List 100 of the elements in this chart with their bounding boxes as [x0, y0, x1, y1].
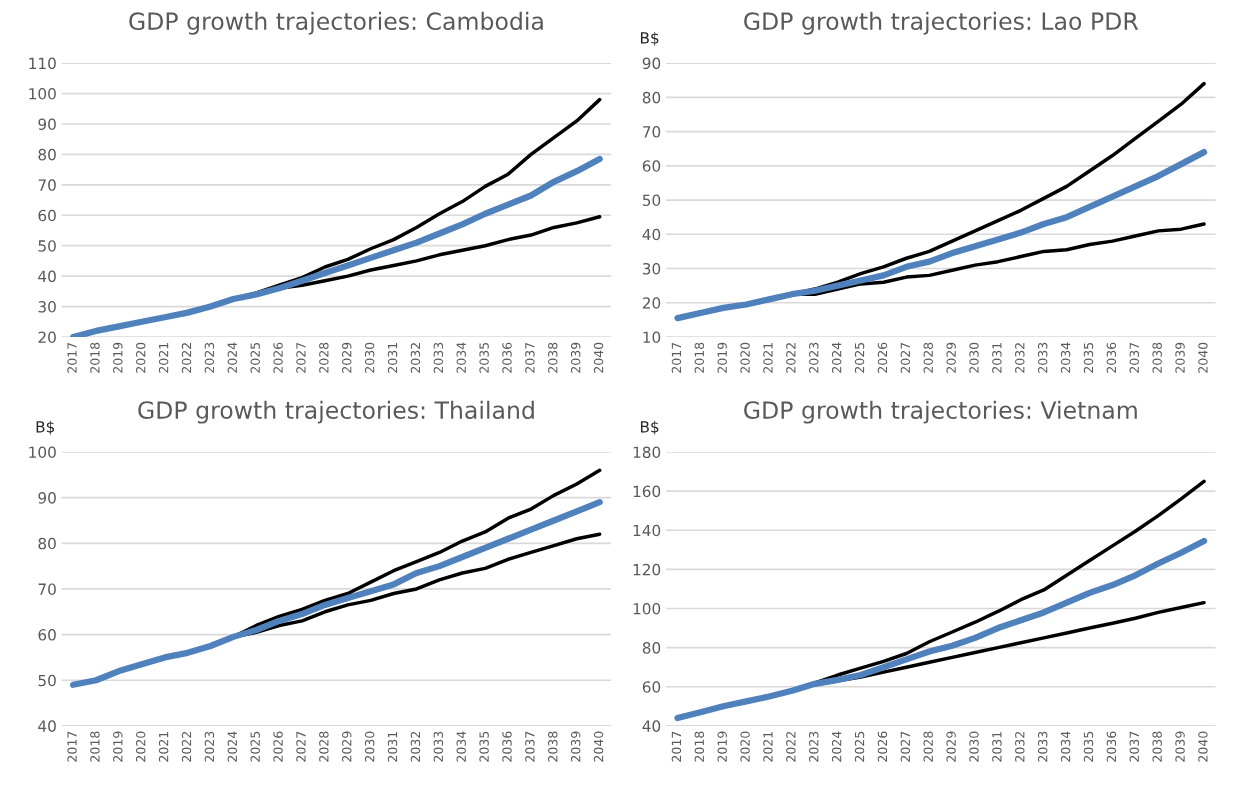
x-tick-label: 2017 [67, 731, 77, 762]
y-tick-label: 40 [642, 720, 661, 732]
x-tick-label: 2031 [387, 731, 398, 762]
y-tick-label: 20 [38, 331, 56, 344]
x-tick-label: 2025 [854, 731, 865, 762]
x-tick-label: 2017 [671, 342, 682, 373]
x-tick-label: 2023 [204, 731, 215, 762]
x-tick-label: 2038 [548, 342, 558, 373]
y-tick-label: 50 [38, 240, 56, 252]
y-tick-label: 110 [29, 57, 56, 70]
x-tick-label: 2030 [364, 731, 375, 762]
chart-title: GDP growth trajectories: Vietnam [744, 400, 1137, 424]
x-tick-label: 2026 [877, 342, 888, 373]
y-tick-label: 100 [633, 602, 661, 615]
x-tick-label: 2025 [250, 342, 260, 373]
x-tick-label: 2024 [227, 342, 238, 373]
x-tick-label: 2026 [877, 731, 888, 762]
x-tick-label: 2032 [410, 731, 421, 762]
x-tick-label: 2030 [364, 342, 375, 373]
x-tick-label: 2034 [456, 731, 466, 762]
x-tick-label: 2035 [479, 342, 489, 373]
x-tick-label: 2022 [786, 731, 796, 762]
x-tick-label: 2036 [1106, 342, 1117, 373]
x-tick-label: 2032 [1015, 731, 1025, 762]
x-tick-label: 2030 [969, 731, 979, 762]
y-tick-label: 30 [642, 262, 661, 275]
x-tick-label: 2029 [342, 731, 352, 762]
x-tick-label: 2020 [136, 342, 146, 373]
x-tick-label: 2025 [854, 342, 865, 373]
y-axis-title: B$ [36, 420, 55, 435]
x-tick-label: 2040 [593, 342, 604, 373]
x-tick-label: 2025 [250, 731, 260, 762]
x-tick-label: 2037 [1129, 731, 1139, 762]
x-tick-label: 2037 [1129, 342, 1139, 373]
x-tick-label: 2029 [946, 731, 956, 762]
x-tick-label: 2038 [1152, 342, 1162, 373]
y-tick-label: 80 [38, 537, 56, 550]
x-tick-label: 2020 [740, 342, 750, 373]
x-tick-label: 2026 [273, 731, 283, 762]
x-tick-label: 2021 [763, 343, 773, 373]
x-tick-label: 2018 [694, 731, 705, 762]
x-tick-label: 2023 [204, 342, 215, 373]
x-tick-label: 2023 [809, 342, 819, 373]
y-tick-label: 70 [643, 126, 661, 138]
x-tick-label: 2020 [740, 731, 750, 762]
chart-title: GDP growth trajectories: Thailand [138, 400, 534, 424]
x-tick-label: 2031 [992, 731, 1002, 762]
x-tick-label: 2033 [433, 342, 444, 373]
chart-title: GDP growth trajectories: Cambodia [129, 11, 543, 35]
x-tick-label: 2035 [479, 731, 489, 762]
x-tick-label: 2031 [992, 343, 1002, 373]
x-tick-label: 2037 [525, 731, 535, 762]
x-tick-label: 2033 [1037, 342, 1048, 373]
chart-title: GDP growth trajectories: Lao PDR [744, 11, 1139, 35]
x-tick-label: 2018 [90, 342, 100, 373]
y-tick-label: 100 [29, 88, 56, 100]
y-tick-label: 20 [642, 297, 661, 309]
x-tick-label: 2030 [969, 342, 979, 373]
x-tick-label: 2018 [694, 342, 705, 373]
x-tick-label: 2019 [717, 342, 727, 373]
y-tick-label: 160 [633, 485, 661, 498]
y-axis-title: B$ [640, 420, 659, 435]
y-tick-label: 40 [642, 228, 661, 241]
y-tick-label: 10 [643, 331, 661, 344]
y-tick-label: 60 [642, 681, 661, 693]
x-tick-label: 2039 [1175, 342, 1185, 373]
x-tick-label: 2020 [136, 731, 146, 762]
x-tick-label: 2040 [1198, 342, 1208, 373]
y-tick-label: 80 [642, 91, 661, 104]
x-tick-label: 2019 [113, 342, 123, 373]
y-tick-label: 90 [38, 492, 56, 504]
y-tick-label: 100 [29, 446, 56, 459]
y-tick-label: 50 [642, 194, 661, 207]
x-tick-label: 2027 [296, 731, 306, 762]
y-tick-label: 90 [38, 118, 56, 130]
x-tick-label: 2035 [1083, 731, 1094, 762]
x-tick-label: 2038 [548, 731, 558, 762]
x-tick-label: 2038 [1152, 731, 1162, 762]
x-tick-label: 2022 [181, 343, 192, 373]
y-tick-label: 120 [633, 563, 661, 576]
x-tick-label: 2034 [1060, 731, 1071, 762]
x-tick-label: 2036 [1106, 731, 1117, 762]
x-tick-label: 2021 [158, 731, 169, 762]
y-tick-label: 80 [38, 148, 56, 161]
x-tick-label: 2040 [593, 731, 604, 762]
x-tick-label: 2036 [502, 342, 512, 373]
x-tick-label: 2022 [181, 731, 192, 762]
y-tick-label: 60 [38, 629, 56, 641]
x-tick-label: 2035 [1083, 342, 1094, 373]
y-tick-label: 70 [38, 179, 56, 191]
x-tick-label: 2039 [570, 342, 581, 373]
y-tick-label: 40 [38, 270, 56, 283]
y-tick-label: 50 [38, 674, 56, 687]
x-tick-label: 2032 [410, 343, 421, 373]
x-tick-label: 2028 [319, 731, 329, 762]
x-tick-label: 2022 [786, 343, 796, 373]
x-tick-label: 2027 [900, 342, 911, 373]
x-tick-label: 2034 [456, 342, 466, 373]
x-tick-label: 2039 [570, 731, 581, 762]
x-tick-label: 2027 [900, 731, 911, 762]
